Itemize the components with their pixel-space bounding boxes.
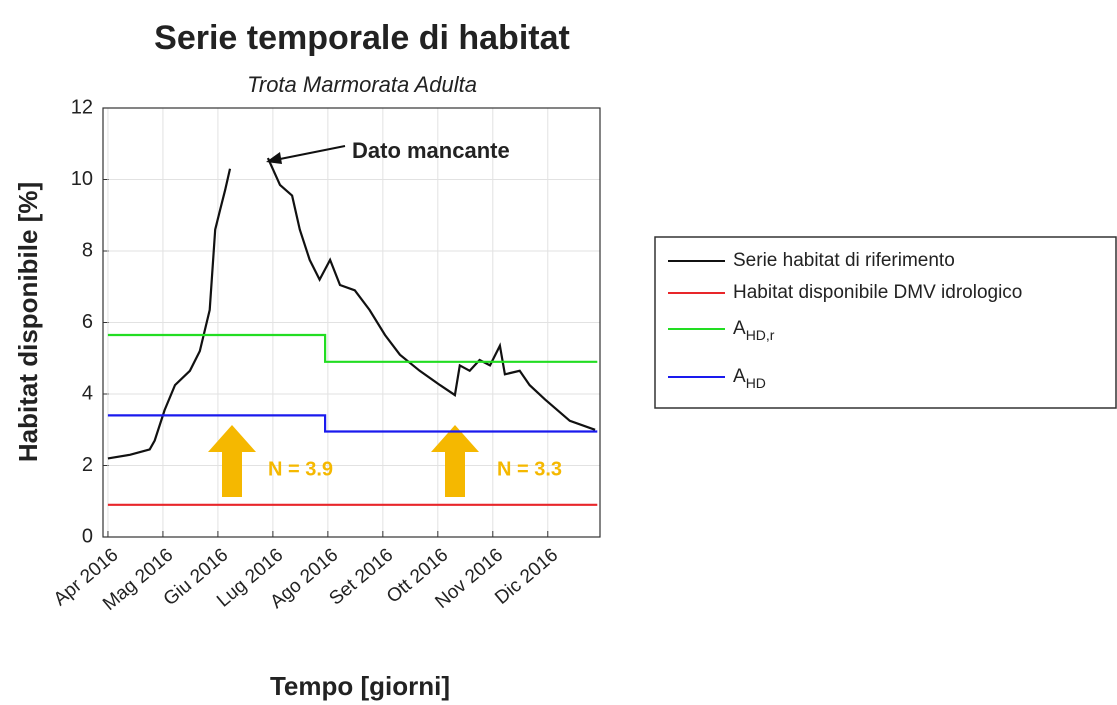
legend-name: A [733, 318, 746, 339]
y-tick-label: 12 [71, 96, 93, 118]
annotation: Dato mancante [352, 138, 510, 163]
series-line [107, 414, 598, 433]
legend-subscript: HD,r [746, 327, 775, 343]
plot-area [103, 107, 600, 538]
chart-title: Serie temporale di habitat [154, 19, 570, 57]
legend-name: Serie habitat di riferimento [733, 250, 955, 271]
annotation: N = 3.9 [268, 458, 333, 480]
x-axis-label: Tempo [giorni] [270, 671, 450, 701]
y-tick-label: 10 [71, 168, 93, 190]
y-tick-label: 6 [82, 311, 93, 333]
series-line [107, 157, 596, 460]
legend-label: Habitat disponibile DMV idrologico [733, 282, 1022, 303]
yellow-arrow [431, 425, 479, 497]
plot-frame [102, 107, 601, 538]
legend-box [654, 236, 1117, 409]
legend-label: AHD [733, 366, 766, 391]
y-tick-label: 4 [82, 382, 93, 404]
y-tick-label: 2 [82, 454, 93, 476]
legend-subscript: HD [746, 375, 766, 391]
annotation: N = 3.3 [497, 458, 562, 480]
chart-subtitle: Trota Marmorata Adulta [247, 72, 477, 97]
legend-label: Serie habitat di riferimento [733, 250, 955, 271]
annotation-arrow [274, 145, 346, 161]
legend-name: A [733, 366, 746, 387]
legend-label: AHD,r [733, 318, 775, 343]
legend-name: Habitat disponibile DMV idrologico [733, 282, 1022, 303]
x-tick-label: Dic 2016 [491, 545, 562, 609]
series-line [107, 333, 598, 363]
y-tick-label: 0 [82, 525, 93, 547]
y-axis-label: Habitat disponibile [%] [13, 182, 43, 462]
yellow-arrow [208, 425, 256, 497]
y-tick-label: 8 [82, 239, 93, 261]
